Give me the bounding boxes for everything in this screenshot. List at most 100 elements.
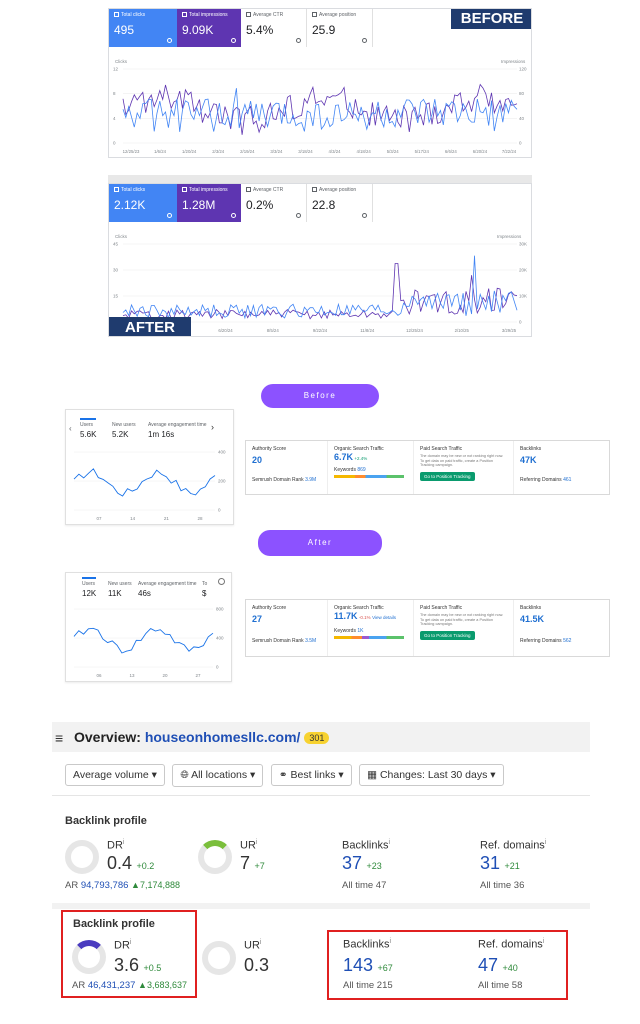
section-title: Backlink profile (65, 815, 147, 827)
ga-metric-truncated[interactable]: To $ (202, 581, 208, 598)
dr-value: 3.6 +0.5 (114, 955, 162, 975)
x-tick: 8/5/24 (267, 328, 280, 333)
organic-col: Organic Search Traffic 11.7K -0.1% View … (328, 600, 414, 656)
next-arrow-icon[interactable]: › (211, 422, 214, 432)
tile-average-position[interactable]: Average position 22.8 (307, 184, 373, 222)
semrush-after-card: Authority Score 27 Semrush Domain Rank 3… (245, 599, 610, 657)
ur-donut (198, 840, 232, 874)
globe-icon: 🌐︎ (180, 769, 189, 781)
y-tick: 0 (218, 508, 221, 513)
x-tick: 28 (197, 516, 203, 521)
ga-after-chart: 800 400 0 06 13 20 27 (73, 607, 224, 678)
y-tick: 400 (218, 450, 226, 455)
x-tick: 2/19/24 (240, 149, 255, 154)
ga-metric-users[interactable]: Users 5.6K (80, 418, 97, 439)
dr-label: DRi (107, 839, 125, 852)
checkbox-icon (312, 12, 317, 18)
tile-total-impressions[interactable]: Total impressions 1.28M (177, 184, 241, 222)
domain-link[interactable]: houseonhomesllc.com/ (144, 729, 301, 745)
links-filter[interactable]: ⚭ Best links ▾ (270, 764, 352, 786)
ga-after-card: Users 12K New users 11K Average engageme… (65, 572, 232, 682)
x-tick: 3/18/24 (298, 149, 313, 154)
authority-col: Authority Score 27 Semrush Domain Rank 3… (246, 600, 328, 656)
y-left-title: Clicks (115, 234, 127, 239)
y-left-tick: 8 (113, 91, 116, 96)
dr-label: DRi (114, 939, 132, 952)
clicks-value: 495 (114, 23, 135, 37)
ur-value: 0.3 (244, 955, 270, 975)
ref-domains-value[interactable]: 47 +40 (478, 955, 518, 975)
help-icon (167, 38, 172, 43)
backlinks-value[interactable]: 37 +23 (342, 853, 382, 873)
checkbox-icon (246, 187, 251, 193)
ga-metric-new-users[interactable]: New users 5.2K (112, 422, 136, 439)
ur-value: 7 +7 (240, 853, 265, 873)
backlinks-all-time: All time 47 (342, 880, 387, 891)
x-tick: 5/3/24 (387, 149, 400, 154)
ref-domains-value[interactable]: 31 +21 (480, 853, 520, 873)
semrush-before-card: Authority Score 20 Semrush Domain Rank 3… (245, 440, 610, 495)
caret-down-icon: ▾ (490, 769, 496, 781)
y-right-tick: 20K (519, 268, 527, 273)
x-tick: 3/29/25 (502, 328, 517, 333)
checkbox-icon (182, 12, 187, 18)
prev-arrow-icon[interactable]: ‹ (69, 424, 72, 433)
tile-total-clicks[interactable]: Total clicks 2.12K (109, 184, 177, 222)
tile-total-clicks[interactable]: Total clicks 495 (109, 9, 177, 47)
link-icon: ⚭ (278, 769, 288, 781)
ga-metric-new-users[interactable]: New users 11K (108, 581, 132, 598)
impressions-value: 1.28M (182, 198, 216, 212)
users-line (73, 468, 216, 497)
y-right-tick: 10K (519, 294, 527, 299)
tile-average-position[interactable]: Average position 25.9 (307, 9, 373, 47)
changes-filter[interactable]: ▦ Changes: Last 30 days ▾ (359, 764, 504, 786)
help-icon (167, 213, 172, 218)
y-left-tick: 45 (113, 242, 119, 247)
position-tracking-button[interactable]: Go to Position Tracking (420, 472, 475, 482)
page-title: Overview: houseonhomesllc.com/ 301 (74, 729, 330, 745)
tile-total-impressions[interactable]: Total impressions 9.09K (177, 9, 241, 47)
x-tick: 12/25/24 (406, 328, 423, 333)
organic-col: Organic Search Traffic 6.7K +2.4% Keywor… (328, 441, 414, 494)
backlinks-label: Backlinksi (343, 938, 392, 951)
position-tracking-button[interactable]: Go to Position Tracking (420, 631, 475, 641)
before-banner: BEFORE (451, 9, 531, 29)
ur-label: URi (240, 839, 258, 852)
ctr-value: 5.4% (246, 23, 274, 37)
keyword-distribution-bar (334, 475, 404, 478)
clicks-value: 2.12K (114, 198, 146, 212)
ahrefs-panel: ≡ Overview: houseonhomesllc.com/ 301 Ave… (52, 722, 590, 1012)
x-tick: 1/20/24 (182, 149, 197, 154)
x-tick: 4/3/24 (329, 149, 342, 154)
authority-score: 27 (252, 614, 263, 624)
y-right-tick: 80 (519, 91, 525, 96)
ga-metric-engagement[interactable]: Average engagement time 46s (138, 581, 197, 598)
ctr-value: 0.2% (246, 198, 274, 212)
x-tick: 6/20/24 (218, 328, 233, 333)
y-tick: 800 (216, 607, 224, 612)
volume-filter[interactable]: Average volume ▾ (65, 764, 165, 786)
ga-metric-users[interactable]: Users 12K (82, 577, 97, 598)
x-tick: 21 (164, 516, 170, 521)
backlinks-label: Backlinksi (342, 839, 391, 852)
tile-average-ctr[interactable]: Average CTR 5.4% (241, 9, 307, 47)
clicks-line (122, 255, 518, 320)
gsc-before-panel: Total clicks 495 Total impressions 9.09K… (108, 8, 532, 158)
x-tick: 27 (195, 673, 201, 678)
x-tick: 20 (162, 673, 168, 678)
backlinks-value[interactable]: 143 +67 (343, 955, 393, 975)
position-value: 25.9 (312, 23, 336, 37)
view-details-link[interactable]: View details (372, 615, 397, 620)
compare-icon[interactable] (218, 578, 225, 585)
x-tick: 9/22/24 (313, 328, 328, 333)
section-title: Backlink profile (73, 918, 155, 930)
ga-metric-engagement[interactable]: Average engagement time 1m 16s (148, 422, 207, 439)
before-pill: Before (261, 384, 379, 408)
tile-average-ctr[interactable]: Average CTR 0.2% (241, 184, 307, 222)
caret-down-icon: ▾ (338, 769, 344, 781)
organic-traffic: 11.7K (334, 611, 358, 621)
x-tick: 06 (96, 673, 102, 678)
menu-icon[interactable]: ≡ (55, 730, 64, 746)
y-right-tick: 40 (519, 116, 525, 121)
locations-filter[interactable]: 🌐︎ All locations ▾ (172, 764, 264, 787)
